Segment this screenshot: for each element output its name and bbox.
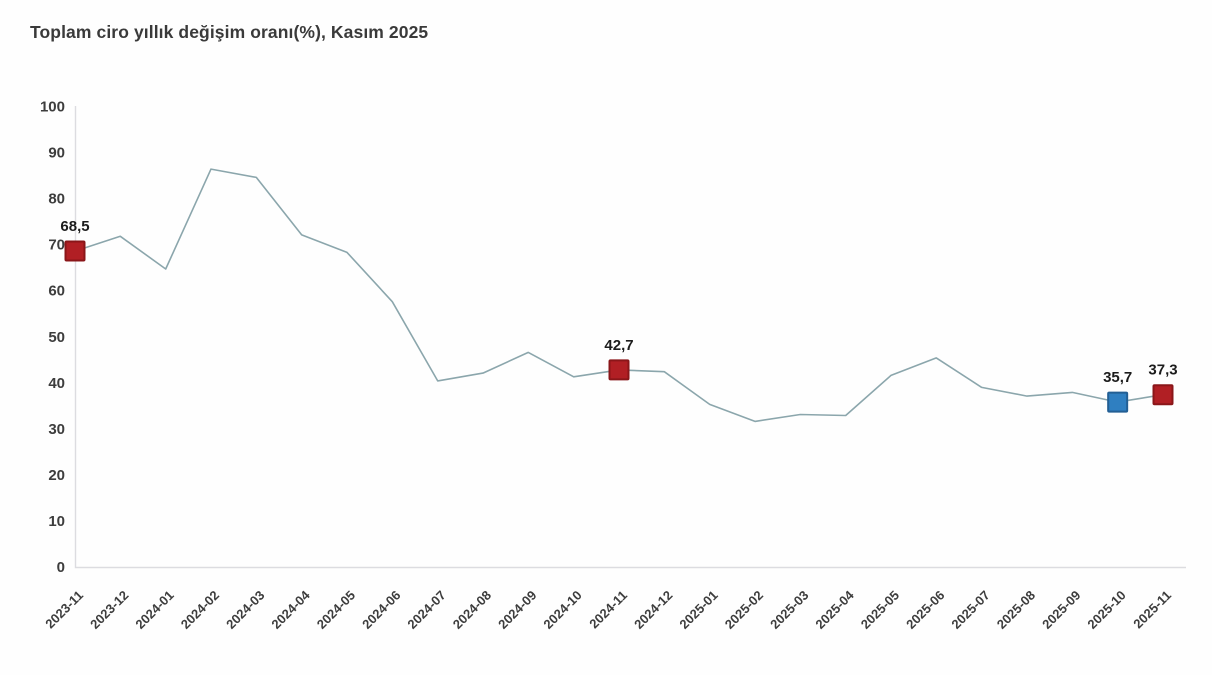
highlight-marker — [608, 359, 630, 381]
chart-title: Toplam ciro yıllık değişim oranı(%), Kas… — [30, 22, 429, 42]
x-axis-tick-label: 2023-11 — [42, 588, 86, 632]
x-axis-tick-label: 2025-05 — [858, 588, 902, 632]
y-axis-tick-label: 80 — [48, 191, 65, 208]
x-axis-tick-label: 2024-12 — [631, 588, 675, 632]
x-axis-tick-label: 2024-02 — [178, 588, 222, 632]
y-axis-tick-label: 50 — [48, 329, 65, 346]
y-axis-tick-label: 20 — [48, 467, 65, 484]
x-axis-tick-label: 2025-11 — [1130, 588, 1174, 632]
y-axis-tick-label: 30 — [48, 421, 65, 438]
y-axis-tick-label: 100 — [40, 99, 65, 116]
data-point-label: 68,5 — [60, 218, 89, 235]
y-axis-tick-label: 10 — [48, 513, 65, 530]
y-axis-tick-label: 90 — [48, 145, 65, 162]
x-axis-tick-label: 2024-05 — [314, 588, 358, 632]
x-axis-tick-label: 2024-08 — [450, 588, 494, 632]
x-axis-tick-label: 2025-02 — [722, 588, 766, 632]
data-point-label: 42,7 — [604, 337, 633, 354]
x-axis-tick-label: 2023-12 — [87, 588, 131, 632]
data-point-label: 37,3 — [1148, 362, 1177, 379]
highlight-marker — [1107, 391, 1129, 413]
data-point-label: 35,7 — [1103, 369, 1132, 386]
x-axis-tick-label: 2025-08 — [994, 588, 1038, 632]
x-axis-tick-label: 2025-07 — [948, 588, 992, 632]
x-axis-tick-label: 2024-10 — [540, 588, 584, 632]
x-axis-tick-label: 2025-03 — [767, 588, 811, 632]
x-axis-tick-label: 2024-07 — [404, 588, 448, 632]
y-axis-tick-label: 40 — [48, 375, 65, 392]
x-axis-tick-label: 2025-10 — [1084, 588, 1128, 632]
x-axis-tick-label: 2025-01 — [676, 588, 720, 632]
x-axis-tick-label: 2025-09 — [1039, 588, 1083, 632]
x-axis-tick-label: 2024-03 — [223, 588, 267, 632]
x-axis-tick-label: 2024-06 — [359, 588, 403, 632]
x-axis-tick-label: 2025-06 — [903, 588, 947, 632]
y-axis-tick-label: 0 — [57, 559, 65, 576]
x-axis-tick-label: 2024-01 — [132, 588, 176, 632]
x-axis-tick-label: 2025-04 — [812, 587, 857, 632]
y-axis-tick-label: 70 — [48, 237, 65, 254]
y-axis-tick-label: 60 — [48, 283, 65, 300]
x-axis-tick-label: 2024-09 — [495, 588, 539, 632]
highlight-marker — [1152, 384, 1174, 406]
highlight-marker — [64, 240, 86, 262]
data-line — [74, 168, 1164, 423]
x-axis-tick-label: 2024-04 — [268, 587, 313, 632]
x-axis-tick-label: 2024-11 — [586, 588, 630, 632]
